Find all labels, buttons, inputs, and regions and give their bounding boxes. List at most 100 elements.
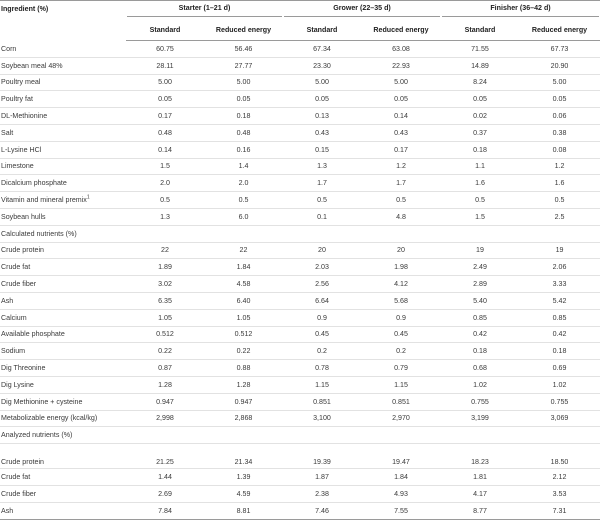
- starter-standard-header: Standard: [126, 20, 204, 41]
- table-cell: 1.02: [519, 376, 600, 394]
- table-cell: 2,970: [361, 410, 441, 428]
- table-cell: 0.05: [126, 90, 204, 109]
- table-row: Dig Methionine + cysteine 0.947 0.947 0.851…: [0, 393, 600, 411]
- table-cell: 0.18: [441, 342, 519, 361]
- table-row: Salt 0.48 0.48 0.43 0.43 0.37 0.38: [0, 124, 600, 142]
- row-label: Soybean hulls: [0, 208, 126, 226]
- table-cell: 0.88: [204, 359, 283, 377]
- row-label: Limestone: [0, 158, 126, 176]
- table-cell: 60.75: [126, 40, 204, 58]
- row-label-text: Soybean hulls: [1, 212, 46, 221]
- table-cell: 0.2: [361, 342, 441, 361]
- row-label-text: Poultry meal: [1, 78, 41, 87]
- table-cell: 0.22: [204, 342, 283, 361]
- table-cell: 2.03: [283, 258, 361, 277]
- table-cell: 8.24: [441, 74, 519, 92]
- table-cell: 3,199: [441, 410, 519, 428]
- table-cell: 0.2: [283, 342, 361, 361]
- header-row-diets: Standard Reduced energy Standard Reduced…: [0, 20, 600, 41]
- row-label: L-Lysine HCl: [0, 141, 126, 159]
- row-label: Poultry fat: [0, 90, 126, 109]
- table-cell: 0.42: [441, 326, 519, 344]
- table-row: Ash 6.35 6.40 6.64 5.68 5.40 5.42: [0, 292, 600, 310]
- row-label-text: Crude fiber: [1, 280, 37, 289]
- table-cell: 19.47: [361, 443, 441, 470]
- table-cell: 5.00: [361, 74, 441, 92]
- table-cell: 2,868: [204, 410, 283, 428]
- table-cell: 3,069: [519, 410, 600, 428]
- table-cell: 2.5: [519, 208, 600, 226]
- table-cell: 1.84: [204, 258, 283, 277]
- row-label: Dig Methionine + cysteine: [0, 393, 126, 411]
- table-row: Corn 60.75 56.46 67.34 63.08 71.55 67.73: [0, 40, 600, 58]
- row-label: Metabolizable energy (kcal/kg): [0, 410, 126, 428]
- row-label-text: Corn: [1, 44, 17, 53]
- row-label-text: Crude fat: [1, 263, 31, 272]
- table-cell: 4.8: [361, 208, 441, 226]
- table-cell: 4.59: [204, 485, 283, 503]
- row-label: Calcium: [0, 309, 126, 327]
- table-cell: 0.9: [361, 309, 441, 327]
- table-cell: 3,100: [283, 410, 361, 428]
- table-cell: 6.35: [126, 292, 204, 310]
- table-cell: 6.0: [204, 208, 283, 226]
- row-label: Crude fat: [0, 468, 126, 486]
- table-cell: 14.89: [441, 57, 519, 75]
- table-cell: 5.42: [519, 292, 600, 310]
- table-row: Sodium 0.22 0.22 0.2 0.2 0.18 0.18: [0, 342, 600, 361]
- table-cell: 2.12: [519, 468, 600, 486]
- table-cell: 1.5: [126, 158, 204, 176]
- table-cell: 0.43: [283, 124, 361, 142]
- table-cell: 20: [283, 242, 361, 260]
- row-label: Crude fiber: [0, 485, 126, 503]
- table-cell: 0.42: [519, 326, 600, 344]
- row-label: Soybean meal 48%: [0, 57, 126, 75]
- table-cell: 4.12: [361, 275, 441, 293]
- table-cell: 1.87: [283, 468, 361, 486]
- table-cell: 0.851: [283, 393, 361, 411]
- row-label-text: Ash: [1, 506, 14, 515]
- table-cell: 5.68: [361, 292, 441, 310]
- section-label: Analyzed nutrients (%): [0, 426, 126, 445]
- table-cell: 4.93: [361, 485, 441, 503]
- table-cell: 1.28: [204, 376, 283, 394]
- table-cell: 7.84: [126, 502, 204, 520]
- table-cell: 0.05: [519, 90, 600, 109]
- table-cell: 2.0: [126, 174, 204, 193]
- table-cell: 0.22: [126, 342, 204, 361]
- table-cell: 0.512: [204, 326, 283, 344]
- table-row: Crude fiber 3.02 4.58 2.56 4.12 2.89 3.33: [0, 275, 600, 293]
- row-label: Available phosphate: [0, 326, 126, 344]
- table-cell: 0.05: [441, 90, 519, 109]
- table-cell: 0.13: [283, 107, 361, 125]
- table-cell: [361, 225, 441, 243]
- row-label-text: Calculated nutrients (%): [1, 229, 77, 238]
- table-cell: [126, 426, 204, 445]
- row-label: Crude protein: [0, 242, 126, 260]
- table-row: Metabolizable energy (kcal/kg) 2,998 2,868…: [0, 410, 600, 428]
- table-row: Soybean hulls 1.3 6.0 0.1 4.8 1.5 2.5: [0, 208, 600, 226]
- row-label-text: Ash: [1, 296, 14, 305]
- table-cell: 1.15: [283, 376, 361, 394]
- row-label: Vitamin and mineral premix1: [0, 191, 126, 209]
- table-cell: 1.6: [441, 174, 519, 193]
- table-cell: 0.5: [283, 191, 361, 209]
- table-cell: 2.49: [441, 258, 519, 277]
- table-cell: 5.00: [283, 74, 361, 92]
- table-cell: 0.947: [126, 393, 204, 411]
- footnote-marker: 1: [86, 194, 90, 201]
- table-cell: 0.85: [519, 309, 600, 327]
- row-label-text: Poultry fat: [1, 95, 33, 104]
- table-cell: [126, 225, 204, 243]
- table-cell: 0.05: [361, 90, 441, 109]
- starter-group-header: Starter (1–21 d): [126, 0, 283, 20]
- table-cell: 1.28: [126, 376, 204, 394]
- section-header-row: Analyzed nutrients (%): [0, 426, 600, 445]
- table-cell: 23.30: [283, 57, 361, 75]
- finisher-standard-header: Standard: [441, 20, 519, 41]
- table-cell: 0.755: [519, 393, 600, 411]
- header-row-groups: Ingredient (%) Starter (1–21 d) Grower (…: [0, 0, 600, 41]
- table-cell: 27.77: [204, 57, 283, 75]
- table-cell: [519, 426, 600, 445]
- row-label: Crude fat: [0, 258, 126, 277]
